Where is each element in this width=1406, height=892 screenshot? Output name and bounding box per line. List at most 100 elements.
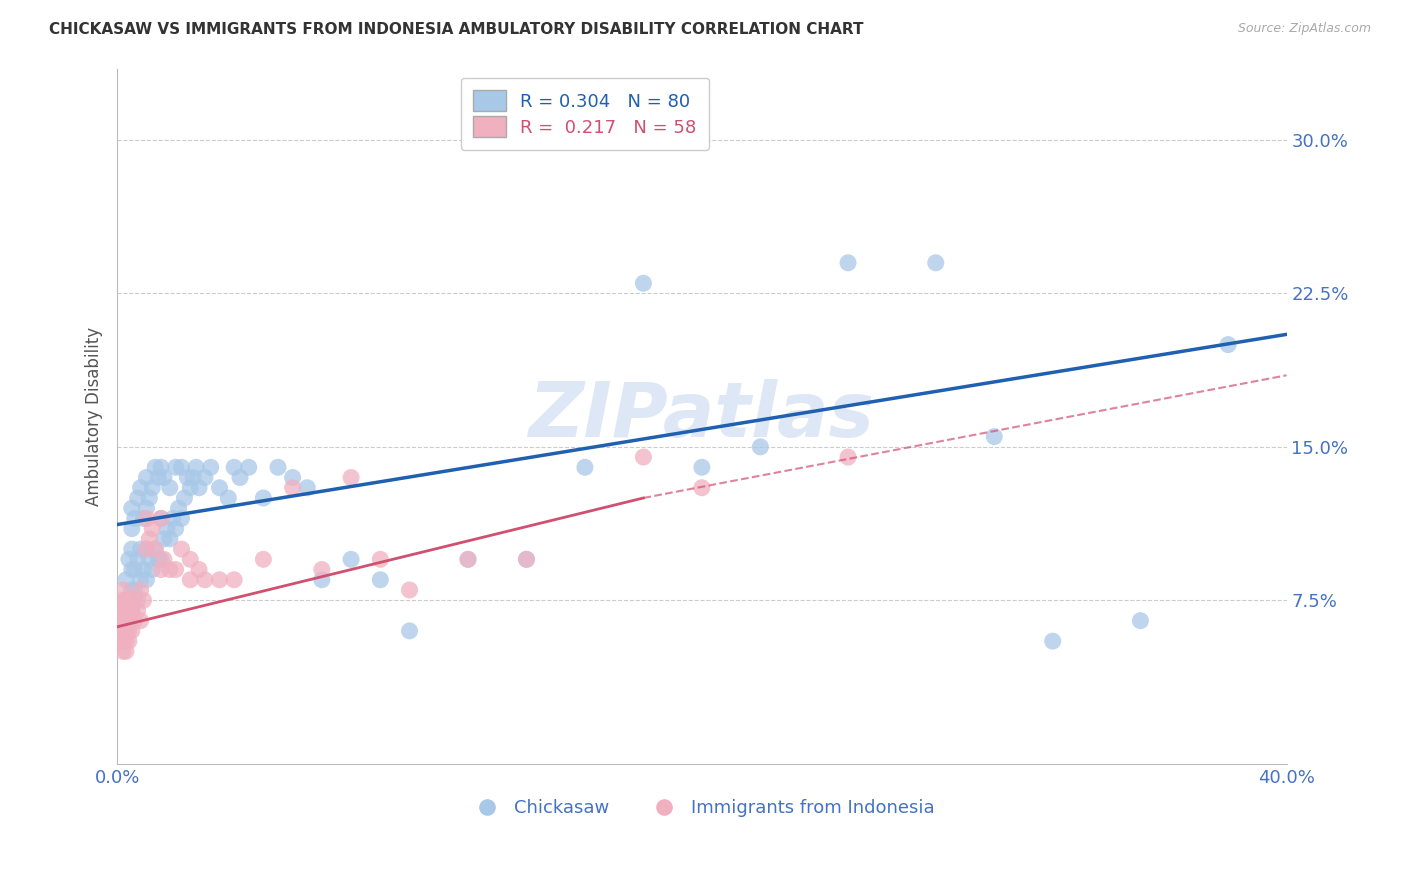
Immigrants from Indonesia: [837, 450, 859, 464]
Chickasaw: [153, 470, 176, 484]
Chickasaw: [267, 460, 290, 475]
Chickasaw: [837, 256, 859, 270]
Chickasaw: [141, 563, 163, 577]
Chickasaw: [340, 552, 363, 566]
Immigrants from Indonesia: [124, 593, 146, 607]
Immigrants from Indonesia: [633, 450, 655, 464]
Chickasaw: [574, 460, 596, 475]
Chickasaw: [176, 470, 198, 484]
Chickasaw: [170, 460, 193, 475]
Immigrants from Indonesia: [118, 614, 141, 628]
Immigrants from Indonesia: [108, 624, 131, 638]
Immigrants from Indonesia: [398, 582, 420, 597]
Chickasaw: [135, 573, 157, 587]
Chickasaw: [150, 511, 173, 525]
Immigrants from Indonesia: [108, 603, 131, 617]
Chickasaw: [146, 552, 169, 566]
Chickasaw: [925, 256, 948, 270]
Y-axis label: Ambulatory Disability: Ambulatory Disability: [86, 326, 103, 506]
Immigrants from Indonesia: [457, 552, 479, 566]
Chickasaw: [156, 522, 179, 536]
Chickasaw: [165, 522, 187, 536]
Chickasaw: [165, 460, 187, 475]
Chickasaw: [127, 552, 149, 566]
Chickasaw: [121, 542, 143, 557]
Chickasaw: [118, 614, 141, 628]
Chickasaw: [179, 481, 201, 495]
Chickasaw: [135, 501, 157, 516]
Immigrants from Indonesia: [112, 624, 135, 638]
Immigrants from Indonesia: [311, 563, 333, 577]
Chickasaw: [129, 481, 152, 495]
Chickasaw: [121, 603, 143, 617]
Chickasaw: [633, 277, 655, 291]
Immigrants from Indonesia: [135, 511, 157, 525]
Immigrants from Indonesia: [150, 563, 173, 577]
Immigrants from Indonesia: [368, 552, 391, 566]
Immigrants from Indonesia: [135, 542, 157, 557]
Chickasaw: [159, 481, 181, 495]
Immigrants from Indonesia: [138, 532, 160, 546]
Chickasaw: [200, 460, 222, 475]
Immigrants from Indonesia: [150, 511, 173, 525]
Chickasaw: [159, 532, 181, 546]
Immigrants from Indonesia: [121, 593, 143, 607]
Chickasaw: [138, 491, 160, 505]
Chickasaw: [138, 552, 160, 566]
Chickasaw: [162, 511, 184, 525]
Chickasaw: [1042, 634, 1064, 648]
Immigrants from Indonesia: [112, 634, 135, 648]
Chickasaw: [515, 552, 537, 566]
Immigrants from Indonesia: [118, 634, 141, 648]
Immigrants from Indonesia: [153, 552, 176, 566]
Immigrants from Indonesia: [118, 624, 141, 638]
Immigrants from Indonesia: [159, 563, 181, 577]
Immigrants from Indonesia: [141, 522, 163, 536]
Immigrants from Indonesia: [170, 542, 193, 557]
Legend: Chickasaw, Immigrants from Indonesia: Chickasaw, Immigrants from Indonesia: [463, 792, 942, 824]
Chickasaw: [457, 552, 479, 566]
Chickasaw: [194, 470, 217, 484]
Immigrants from Indonesia: [127, 603, 149, 617]
Chickasaw: [115, 573, 138, 587]
Immigrants from Indonesia: [112, 614, 135, 628]
Chickasaw: [135, 542, 157, 557]
Immigrants from Indonesia: [112, 593, 135, 607]
Immigrants from Indonesia: [515, 552, 537, 566]
Immigrants from Indonesia: [129, 582, 152, 597]
Chickasaw: [124, 511, 146, 525]
Immigrants from Indonesia: [115, 593, 138, 607]
Text: Source: ZipAtlas.com: Source: ZipAtlas.com: [1237, 22, 1371, 36]
Immigrants from Indonesia: [340, 470, 363, 484]
Immigrants from Indonesia: [129, 614, 152, 628]
Immigrants from Indonesia: [115, 634, 138, 648]
Chickasaw: [281, 470, 304, 484]
Chickasaw: [173, 491, 195, 505]
Immigrants from Indonesia: [108, 614, 131, 628]
Chickasaw: [983, 429, 1005, 443]
Chickasaw: [238, 460, 260, 475]
Immigrants from Indonesia: [132, 593, 155, 607]
Immigrants from Indonesia: [194, 573, 217, 587]
Chickasaw: [132, 511, 155, 525]
Immigrants from Indonesia: [188, 563, 211, 577]
Chickasaw: [311, 573, 333, 587]
Chickasaw: [153, 532, 176, 546]
Immigrants from Indonesia: [179, 573, 201, 587]
Chickasaw: [1216, 337, 1239, 351]
Immigrants from Indonesia: [143, 542, 166, 557]
Immigrants from Indonesia: [121, 603, 143, 617]
Immigrants from Indonesia: [112, 644, 135, 658]
Chickasaw: [129, 542, 152, 557]
Chickasaw: [121, 501, 143, 516]
Immigrants from Indonesia: [281, 481, 304, 495]
Immigrants from Indonesia: [115, 603, 138, 617]
Chickasaw: [132, 563, 155, 577]
Chickasaw: [749, 440, 772, 454]
Chickasaw: [1129, 614, 1152, 628]
Chickasaw: [297, 481, 319, 495]
Immigrants from Indonesia: [224, 573, 246, 587]
Immigrants from Indonesia: [121, 624, 143, 638]
Chickasaw: [208, 481, 231, 495]
Chickasaw: [150, 552, 173, 566]
